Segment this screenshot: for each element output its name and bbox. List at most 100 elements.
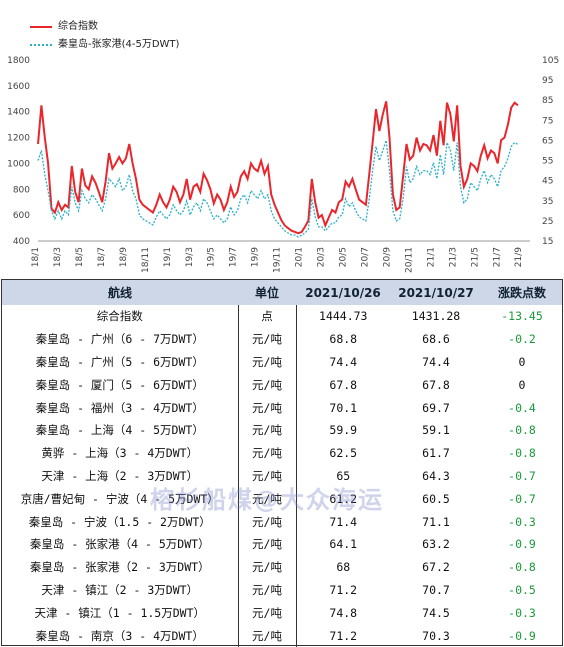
- y-right-tick-label: 65: [542, 136, 553, 146]
- value-1027-cell: 63.2: [422, 537, 450, 552]
- y-left-tick-label: 800: [13, 185, 30, 195]
- value-1026-cell: 68: [336, 560, 351, 575]
- series-line-route: [37, 139, 519, 238]
- table-row: 秦皇岛 - 福州（3 - 4万DWT） 元/吨 70.1 69.7 -0.4: [2, 396, 562, 419]
- x-tick-label: 20/11: [404, 247, 414, 273]
- x-tick-label: 18/3: [53, 247, 63, 267]
- table-row: 秦皇岛 - 宁波（1.5 - 2万DWT） 元/吨 71.4 71.1 -0.3: [2, 510, 562, 533]
- value-1027-cell: 68.6: [422, 332, 450, 347]
- change-cell: -0.7: [508, 491, 536, 506]
- y-right-tick-label: 75: [542, 116, 553, 126]
- unit-cell: 元/吨: [238, 487, 297, 511]
- chart-legend: 综合指数 秦皇岛-张家港(4-5万DWT): [30, 18, 179, 54]
- y-left-tick-label: 1600: [7, 82, 30, 92]
- y-right-tick-label: 15: [542, 237, 553, 247]
- header-date-2: 2021/10/27: [390, 280, 482, 305]
- route-cell: 秦皇岛 - 张家港（4 - 5万DWT）: [2, 532, 239, 556]
- value-1026-cell: 67.8: [329, 377, 358, 392]
- change-cell: -0.2: [508, 332, 536, 347]
- x-tick-label: 21/7: [492, 247, 502, 267]
- change-cell: -0.3: [508, 605, 536, 620]
- change-cell: -0.4: [508, 400, 536, 415]
- value-1027-cell: 71.1: [422, 514, 450, 529]
- value-1026-cell: 70.1: [329, 400, 358, 415]
- y-right-tick-label: 105: [542, 56, 559, 66]
- value-1026-cell: 62.5: [329, 446, 358, 461]
- x-tick-label: 20/3: [317, 247, 327, 267]
- route-cell: 秦皇岛 - 上海（4 - 5万DWT）: [2, 418, 239, 442]
- chart-area: 1800 1600 1400 1200 1000 800 600 400 105 95 85 75 65…: [0, 0, 564, 278]
- table-row: 秦皇岛 - 厦门（5 - 6万DWT） 元/吨 67.8 67.8 0: [2, 373, 562, 397]
- unit-cell: 元/吨: [238, 418, 297, 442]
- y-right-tick-label: 25: [542, 217, 553, 227]
- route-cell: 秦皇岛 - 厦门（5 - 6万DWT）: [2, 373, 239, 397]
- route-cell: 秦皇岛 - 福州（3 - 4万DWT）: [2, 396, 239, 419]
- table-row: 天津 - 镇江（1 - 1.5万DWT） 元/吨 74.8 74.5 -0.3: [2, 601, 562, 625]
- x-tick-label: 19/11: [273, 247, 283, 273]
- value-1026-cell: 68.8: [329, 332, 358, 347]
- x-tick-label: 18/9: [119, 247, 129, 267]
- route-cell: 黄骅 - 上海（3 - 4万DWT）: [2, 441, 239, 465]
- unit-cell: 元/吨: [238, 578, 297, 602]
- y-left-tick-label: 400: [13, 237, 30, 247]
- y-left-tick-label: 1400: [7, 108, 30, 118]
- x-tick-label: 21/9: [514, 247, 524, 267]
- route-cell: 京唐/曹妃甸 - 宁波（4 - 5万DWT）: [2, 487, 239, 511]
- y-left-tick-label: 1800: [7, 56, 30, 66]
- line-chart: 1800 1600 1400 1200 1000 800 600 400 105 95 85 75 65…: [7, 56, 559, 273]
- table-row: 天津 - 镇江（2 - 3万DWT） 元/吨 71.2 70.7 -0.5: [2, 578, 562, 602]
- series-line-composite: [37, 101, 519, 235]
- unit-cell: 元/吨: [238, 510, 297, 533]
- y-right-tick-label: 95: [542, 76, 553, 86]
- y-left-tick-label: 1200: [7, 134, 30, 144]
- x-tick-label: 20/9: [382, 247, 392, 267]
- y-right-tick-label: 55: [542, 157, 553, 167]
- value-1026-cell: 61.2: [329, 491, 358, 506]
- x-tick-label: 21/5: [470, 247, 480, 267]
- table-row: 天津 - 上海（2 - 3万DWT） 元/吨 65 64.3 -0.7: [2, 464, 562, 488]
- table-row: 秦皇岛 - 南京（3 - 4万DWT） 元/吨 71.2 70.3 -0.9: [2, 624, 562, 647]
- change-cell: -0.5: [508, 582, 536, 597]
- y-left-tick-label: 600: [13, 211, 30, 221]
- legend-item-route: 秦皇岛-张家港(4-5万DWT): [30, 36, 179, 54]
- x-tick-label: 20/7: [360, 247, 370, 267]
- change-cell: -0.7: [508, 468, 536, 483]
- value-1026-cell: 71.4: [329, 514, 358, 529]
- value-1026-cell: 71.2: [329, 582, 358, 597]
- value-1026-cell: 64.1: [329, 537, 358, 552]
- change-cell: -0.9: [508, 628, 536, 643]
- value-1026-cell: 59.9: [329, 423, 358, 438]
- unit-cell: 点: [238, 305, 297, 328]
- unit-cell: 元/吨: [238, 441, 297, 465]
- x-tick-label: 20/5: [339, 247, 349, 267]
- change-cell: -0.8: [508, 446, 536, 461]
- value-1027-cell: 74.5: [422, 605, 450, 620]
- route-cell: 秦皇岛 - 广州（6 - 7万DWT）: [2, 327, 239, 351]
- value-1027-cell: 74.4: [422, 354, 450, 369]
- route-cell: 天津 - 镇江（1 - 1.5万DWT）: [2, 601, 239, 625]
- y-right-tick-label: 85: [542, 96, 553, 106]
- change-cell: 0: [518, 354, 526, 369]
- change-cell: 0: [518, 377, 526, 392]
- change-cell: -13.45: [501, 309, 543, 324]
- table-row: 黄骅 - 上海（3 - 4万DWT） 元/吨 62.5 61.7 -0.8: [2, 441, 562, 465]
- route-cell: 综合指数: [2, 305, 239, 328]
- header-change: 涨跌点数: [482, 280, 562, 305]
- value-1026-cell: 1444.73: [319, 309, 368, 324]
- header-route: 航线: [2, 280, 238, 305]
- route-cell: 天津 - 镇江（2 - 3万DWT）: [2, 578, 239, 602]
- unit-cell: 元/吨: [238, 601, 297, 625]
- value-1027-cell: 64.3: [422, 468, 450, 483]
- table-row: 京唐/曹妃甸 - 宁波（4 - 5万DWT） 元/吨 61.2 60.5 -0.7: [2, 487, 562, 511]
- header-date-1: 2021/10/26: [296, 280, 390, 305]
- x-tick-label: 21/3: [448, 247, 458, 267]
- value-1027-cell: 60.5: [422, 491, 450, 506]
- route-cell: 天津 - 上海（2 - 3万DWT）: [2, 464, 239, 488]
- unit-cell: 元/吨: [238, 350, 297, 374]
- x-tick-label: 18/11: [141, 247, 151, 273]
- legend-label-route: 秦皇岛-张家港(4-5万DWT): [58, 39, 180, 50]
- value-1027-cell: 1431.28: [411, 309, 461, 324]
- route-cell: 秦皇岛 - 南京（3 - 4万DWT）: [2, 624, 239, 647]
- route-cell: 秦皇岛 - 宁波（1.5 - 2万DWT）: [2, 510, 239, 533]
- freight-table: 航线 单位 2021/10/26 2021/10/27 涨跌点数 综合指数点 14…: [1, 279, 563, 647]
